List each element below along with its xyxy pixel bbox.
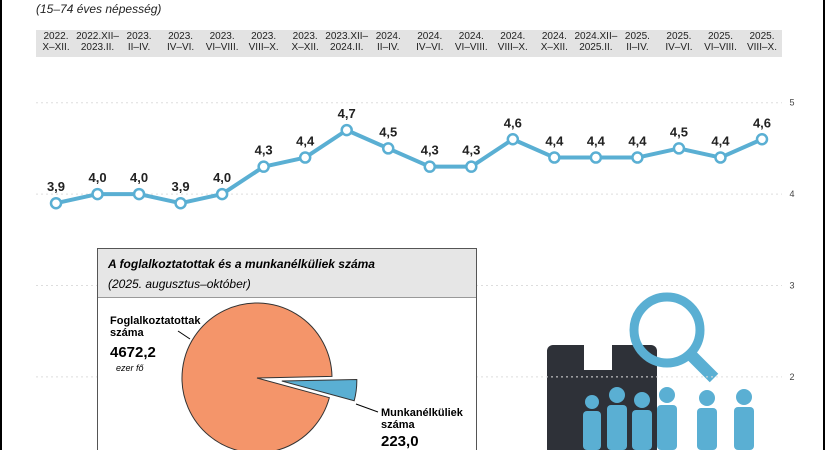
data-point xyxy=(631,151,644,164)
x-tick-label: 2022.XII– 2023.II. xyxy=(76,31,119,53)
x-tick-label: 2025. VIII–X. xyxy=(746,31,777,53)
leader-line xyxy=(177,330,191,340)
pie-unit: ezer fő xyxy=(116,363,144,373)
icon xyxy=(547,292,754,450)
x-tick-label: 2025. IV–VI. xyxy=(665,31,693,53)
data-point xyxy=(548,151,561,164)
value-label: 4,4 xyxy=(711,134,730,149)
data-point xyxy=(672,142,686,155)
pie-chart xyxy=(177,302,379,450)
value-label: 4,4 xyxy=(296,134,315,149)
value-label: 4,3 xyxy=(255,143,273,158)
value-label: 4,0 xyxy=(213,170,231,185)
x-tick-label: 2023. X–XII. xyxy=(291,31,319,53)
pie-subtitle: (2025. augusztus–október) xyxy=(108,277,251,291)
leader-line xyxy=(355,403,379,413)
value-label: 4,4 xyxy=(587,134,606,149)
y-tick-label: 4 xyxy=(789,189,794,199)
data-point xyxy=(174,196,187,210)
pie-value-label: 4672,2 xyxy=(110,344,156,361)
value-label: 4,5 xyxy=(379,124,397,139)
y-tick-label: 5 xyxy=(789,98,794,108)
pie-label: Foglalkoztatottak száma xyxy=(110,315,201,339)
x-tick-label: 2024. VIII–X. xyxy=(497,31,528,53)
data-point xyxy=(49,196,63,210)
x-tick-label: 2024. VI–VIII. xyxy=(454,31,488,53)
x-tick-label: 2023. VIII–X. xyxy=(248,31,279,53)
x-tick-label: 2023. VI–VIII. xyxy=(205,31,239,53)
data-point xyxy=(465,160,478,173)
data-point xyxy=(423,160,437,173)
x-tick-label: 2023. IV–VI. xyxy=(166,31,195,53)
x-tick-label: 2025. II–IV. xyxy=(624,31,650,53)
data-point xyxy=(714,151,727,164)
header-band xyxy=(36,30,782,57)
data-point xyxy=(91,187,104,201)
value-label: 4,6 xyxy=(753,115,771,130)
data-point xyxy=(340,123,353,137)
data-point xyxy=(132,187,146,201)
data-point xyxy=(257,160,270,173)
value-label: 4,6 xyxy=(504,115,522,130)
x-tick-label: 2024. IV–VI. xyxy=(416,31,444,53)
pie-panel: A foglalkoztatottak és a munkanélküliek … xyxy=(97,248,477,450)
value-label: 4,7 xyxy=(338,106,356,121)
pie-slice xyxy=(281,378,358,402)
x-tick-label: 2023.XII– 2024.II. xyxy=(325,31,369,53)
x-tick-label: 2022. X–XII. xyxy=(42,31,70,53)
value-label: 4,0 xyxy=(130,170,148,185)
value-label: 4,5 xyxy=(670,124,688,139)
x-tick-label: 2023. II–IV. xyxy=(126,31,152,53)
pie-value-label: 223,0 xyxy=(381,433,419,450)
data-point xyxy=(381,142,395,155)
value-label: 4,3 xyxy=(421,143,439,158)
pie-title: A foglalkoztatottak és a munkanélküliek … xyxy=(108,257,375,271)
data-point xyxy=(506,133,520,146)
pie-label: Munkanélküliek száma xyxy=(381,407,463,431)
pie-header xyxy=(98,249,476,298)
y-tick-label: 3 xyxy=(789,280,794,290)
y-tick-label: 2 xyxy=(789,372,794,382)
x-tick-label: 2024.XII– 2025.II. xyxy=(574,31,618,53)
value-label: 3,9 xyxy=(172,179,190,194)
data-point xyxy=(298,151,312,164)
value-label: 4,0 xyxy=(88,170,106,185)
value-label: 3,9 xyxy=(47,179,65,194)
data-point xyxy=(755,133,769,146)
x-tick-label: 2025. VI–VIII. xyxy=(704,31,737,53)
x-tick-label: 2024. II–IV. xyxy=(375,31,401,53)
chart-subtitle: (15–74 éves népesség) xyxy=(36,2,162,16)
value-label: 4,3 xyxy=(462,143,480,158)
x-tick-label: 2024. X–XII. xyxy=(540,31,568,53)
value-label: 4,4 xyxy=(545,134,564,149)
data-point xyxy=(215,187,229,201)
pie-slice xyxy=(181,302,333,450)
data-line xyxy=(55,128,763,206)
data-point xyxy=(589,151,603,164)
value-label: 4,4 xyxy=(628,134,647,149)
